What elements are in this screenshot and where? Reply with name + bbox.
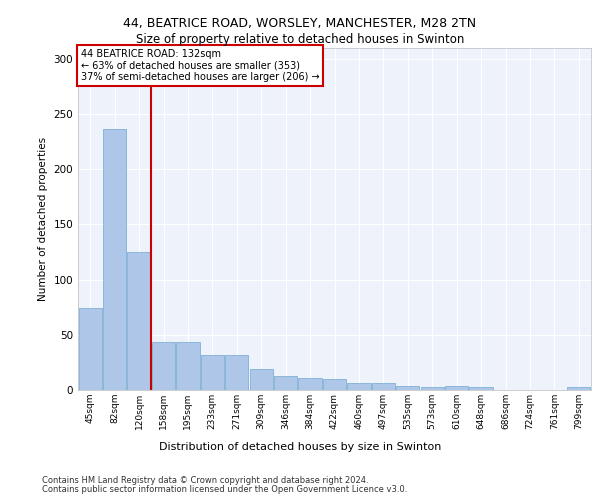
Text: Contains public sector information licensed under the Open Government Licence v3: Contains public sector information licen… xyxy=(42,485,407,494)
Bar xyxy=(298,378,322,390)
Bar xyxy=(152,342,175,390)
Text: 44 BEATRICE ROAD: 132sqm
← 63% of detached houses are smaller (353)
37% of semi-: 44 BEATRICE ROAD: 132sqm ← 63% of detach… xyxy=(80,49,319,82)
Bar xyxy=(225,354,248,390)
Text: Size of property relative to detached houses in Swinton: Size of property relative to detached ho… xyxy=(136,32,464,46)
Bar xyxy=(421,386,444,390)
Bar xyxy=(176,342,200,390)
Bar xyxy=(347,384,371,390)
Bar xyxy=(396,386,419,390)
Bar xyxy=(323,379,346,390)
Bar xyxy=(372,384,395,390)
Bar xyxy=(567,386,590,390)
Text: 44, BEATRICE ROAD, WORSLEY, MANCHESTER, M28 2TN: 44, BEATRICE ROAD, WORSLEY, MANCHESTER, … xyxy=(124,18,476,30)
Bar xyxy=(445,386,468,390)
Bar xyxy=(79,308,102,390)
Bar xyxy=(250,369,273,390)
Text: Distribution of detached houses by size in Swinton: Distribution of detached houses by size … xyxy=(159,442,441,452)
Y-axis label: Number of detached properties: Number of detached properties xyxy=(38,136,48,301)
Bar xyxy=(103,130,126,390)
Text: Contains HM Land Registry data © Crown copyright and database right 2024.: Contains HM Land Registry data © Crown c… xyxy=(42,476,368,485)
Bar xyxy=(201,354,224,390)
Bar xyxy=(274,376,297,390)
Bar xyxy=(469,386,493,390)
Bar xyxy=(127,252,151,390)
